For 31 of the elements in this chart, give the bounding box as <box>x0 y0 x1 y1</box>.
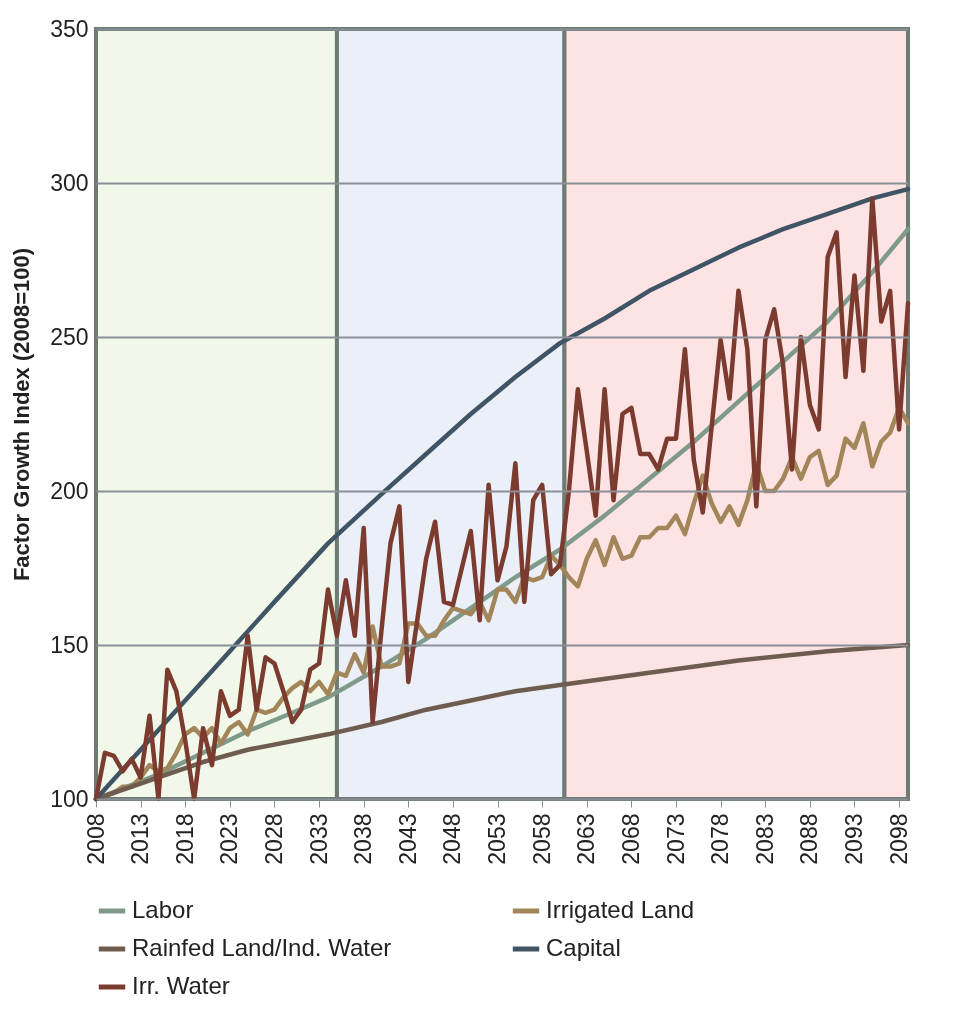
x-tick-label: 2008 <box>82 813 109 865</box>
x-tick-label: 2068 <box>617 813 644 865</box>
x-tick-label: 2038 <box>350 813 377 865</box>
y-tick-label: 150 <box>50 631 89 658</box>
legend-label: Rainfed Land/Ind. Water <box>132 934 392 961</box>
x-tick-label: 2048 <box>439 813 466 865</box>
y-tick-label: 200 <box>50 477 89 504</box>
x-tick-label: 2088 <box>796 813 823 865</box>
x-tick-label: 2023 <box>216 813 243 865</box>
legend-label: Labor <box>132 896 194 923</box>
x-tick-label: 2033 <box>305 813 332 865</box>
x-tick-label: 2073 <box>662 813 689 865</box>
x-tick-label: 2083 <box>751 813 778 865</box>
x-tick-label: 2018 <box>171 813 198 865</box>
y-tick-label: 100 <box>50 785 89 812</box>
x-tick-label: 2028 <box>260 813 287 865</box>
y-tick-label: 250 <box>50 323 89 350</box>
x-tick-label: 2063 <box>573 813 600 865</box>
legend-label: Capital <box>546 934 621 961</box>
x-tick-label: 2053 <box>484 813 511 865</box>
x-tick-label: 2078 <box>707 813 734 865</box>
legend-label: Irrigated Land <box>546 896 695 923</box>
x-tick-label: 2058 <box>528 813 555 865</box>
x-tick-label: 2043 <box>394 813 421 865</box>
y-axis-title: Factor Growth Index (2008=100) <box>9 247 35 582</box>
x-tick-label: 2013 <box>127 813 154 865</box>
y-tick-label: 300 <box>50 169 89 196</box>
x-tick-label: 2098 <box>885 813 912 865</box>
y-tick-label: 350 <box>50 15 89 42</box>
x-tick-label: 2093 <box>840 813 867 865</box>
legend-label: Irr. Water <box>132 972 230 999</box>
